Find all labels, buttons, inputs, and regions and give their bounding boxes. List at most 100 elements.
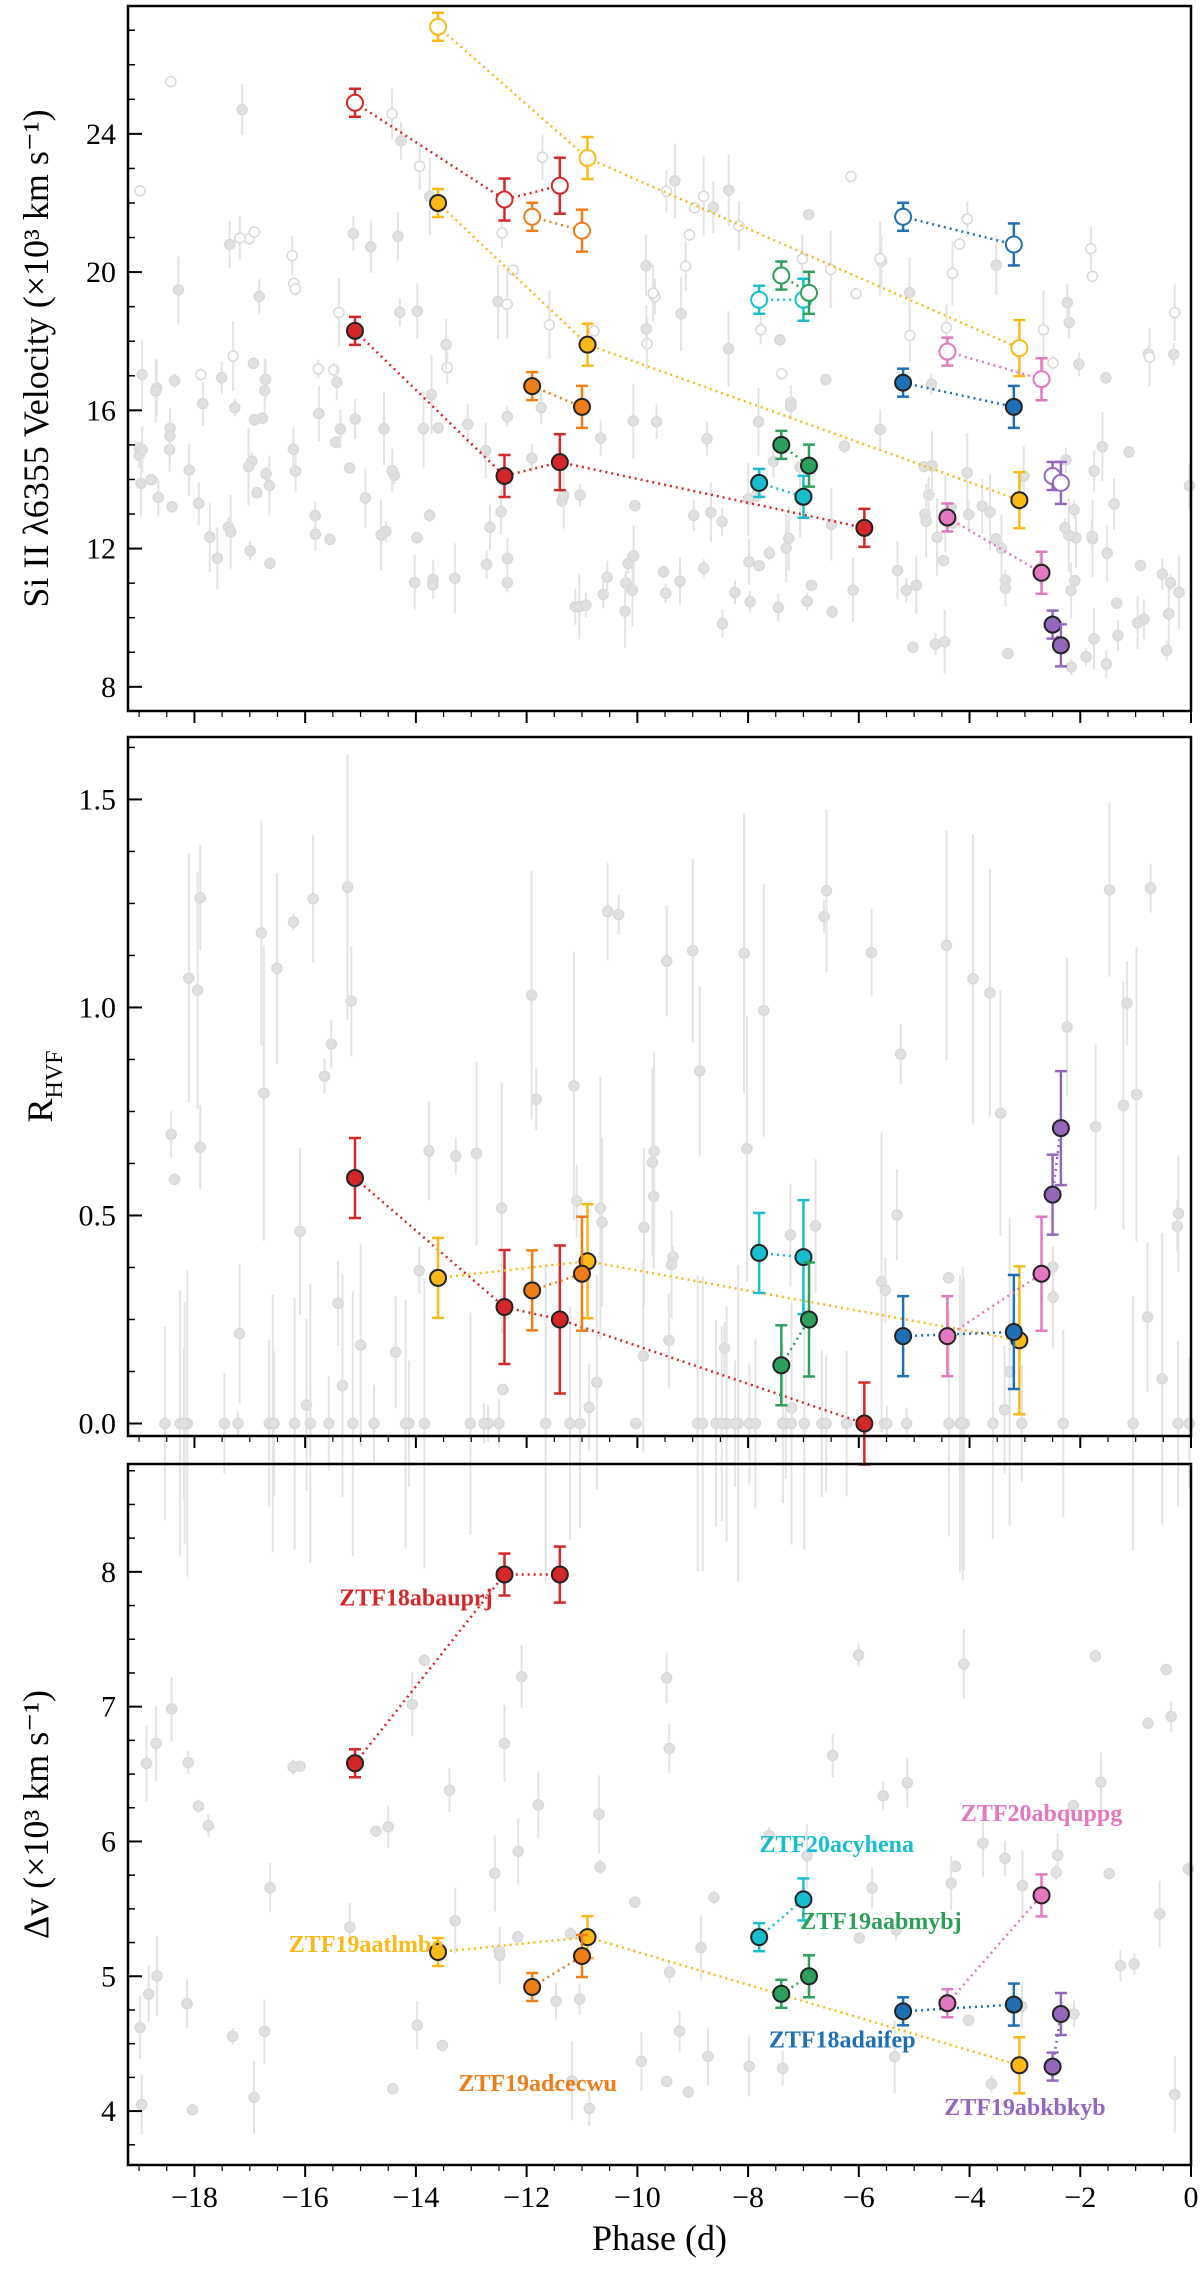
point-ZTF19aatlmbo [1010, 339, 1029, 358]
series-line-ZTF18abauprj [354, 329, 865, 530]
comparison-point [998, 1403, 1011, 1416]
point-ZTF19aabmybj [799, 283, 818, 302]
point-ZTF19aatlmbo [578, 149, 597, 168]
comparison-point [497, 1383, 509, 1396]
comparison-point [987, 1417, 999, 1430]
comparison-point [796, 253, 809, 265]
point-ZTF18abauprj [345, 1169, 364, 1188]
point-ZTF18abauprj [550, 453, 569, 472]
series-line-ZTF18adaifep [903, 2003, 1014, 2013]
comparison-point [820, 1417, 832, 1430]
comparison-point [203, 531, 216, 543]
comparison-point [253, 290, 265, 303]
comparison-point [368, 1417, 380, 1430]
comparison-point [945, 1877, 957, 1889]
comparison-point [323, 1417, 335, 1430]
comparison-point [395, 135, 407, 147]
comparison-point [515, 1670, 528, 1683]
comparison-point [1160, 1663, 1172, 1676]
comparison-point [958, 1658, 970, 1670]
comparison-point [378, 423, 390, 435]
comparison-point [197, 397, 209, 410]
comparison-point [1142, 1717, 1154, 1729]
x-tick-label: −14 [392, 2181, 439, 2214]
comparison-point [525, 989, 538, 1001]
comparison-point [845, 170, 857, 183]
comparison-point [215, 371, 228, 384]
point-ZTF18abauprj [855, 1414, 874, 1433]
comparison-point [630, 1417, 642, 1430]
series-line-ZTF20abquppg [946, 1272, 1043, 1338]
comparison-point [801, 595, 814, 608]
point-ZTF18adaifep [1004, 1995, 1023, 2014]
comparison-point [574, 1417, 586, 1430]
point-ZTF19aatlmbo [578, 335, 597, 354]
point-ZTF18adaifep [894, 1327, 913, 1346]
point-ZTF19adcecwu [572, 397, 591, 416]
comparison-point [647, 1190, 660, 1203]
comparison-point [411, 531, 423, 544]
panel-middle: 0.0 0.5 1.0 1.5 RHVF [20, 735, 1196, 1583]
series-label-ZTF19aatlmbo: ZTF19aatlmbo [289, 1932, 444, 1958]
comparison-point [413, 160, 426, 173]
comparison-point [152, 491, 165, 504]
comparison-point [647, 287, 659, 299]
comparison-point [1108, 498, 1120, 510]
comparison-point [847, 584, 859, 596]
comparison-point [669, 175, 681, 187]
comparison-point [763, 1829, 775, 1842]
point-ZTF18abauprj [495, 1298, 514, 1317]
comparison-point [234, 232, 246, 244]
point-ZTF19abkbkyb [1051, 473, 1070, 492]
comparison-point [675, 308, 687, 320]
comparison-point [931, 531, 943, 544]
comparison-point [164, 430, 176, 442]
comparison-point [492, 295, 504, 308]
point-ZTF19adcecwu [572, 221, 591, 240]
point-ZTF19aatlmbo [429, 1943, 448, 1962]
series-line-ZTF19adcecwu [531, 1954, 583, 1989]
comparison-point [449, 1914, 461, 1927]
comparison-point [705, 506, 717, 519]
comparison-point [877, 1789, 889, 1802]
point-ZTF19aabmybj [799, 1967, 818, 1986]
point-ZTF20abquppg [1032, 370, 1051, 389]
comparison-point [336, 1379, 349, 1392]
comparison-point [907, 641, 919, 654]
point-ZTF19aatlmbo [1010, 491, 1029, 510]
comparison-point [501, 552, 514, 565]
comparison-point [386, 108, 398, 120]
comparison-point [136, 443, 149, 456]
comparison-point [470, 1147, 483, 1160]
comparison-point [977, 1837, 989, 1849]
comparison-point [785, 1417, 798, 1430]
y-tick-label: 1.0 [79, 991, 117, 1024]
series-label-ZTF18abauprj: ZTF18abauprj [339, 1586, 492, 1612]
comparison-point [343, 462, 356, 474]
comparison-point [406, 1698, 419, 1710]
comparison-point [136, 2098, 148, 2111]
point-ZTF19abkbkyb [1051, 2005, 1070, 2024]
comparison-point [394, 306, 406, 319]
y-tick-label: 8 [101, 1556, 116, 1589]
comparison-point [140, 1757, 153, 1770]
comparison-point [776, 2062, 789, 2075]
comparison-point [613, 908, 625, 921]
comparison-point [1143, 351, 1156, 363]
panel-bottom: ZTF18abauprj ZTF19aatlmbo ZTF19adcecwu ZTF2… [16, 1462, 1199, 2258]
comparison-point [411, 2019, 423, 2032]
comparison-point [994, 1107, 1007, 1119]
point-ZTF20acyhena [750, 1243, 769, 1262]
comparison-point [990, 259, 1003, 271]
comparison-point [1165, 1710, 1177, 1723]
comparison-point [418, 1417, 431, 1430]
comparison-point [495, 1202, 508, 1214]
comparison-point [1016, 1417, 1028, 1430]
comparison-point [1117, 1099, 1130, 1112]
x-tick-label: 0 [1184, 2181, 1199, 2214]
comparison-point [392, 230, 404, 243]
comparison-point [574, 489, 586, 501]
comparison-point [194, 1141, 207, 1153]
comparison-point [418, 1654, 431, 1667]
